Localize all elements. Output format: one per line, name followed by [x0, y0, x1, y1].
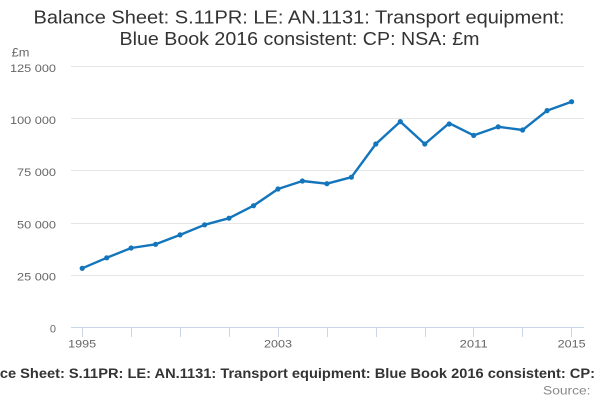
svg-text:Balance Sheet: S.11PR: LE: AN.: Balance Sheet: S.11PR: LE: AN.1131: Tran…	[0, 366, 600, 381]
svg-text:Balance Sheet: S.11PR: LE: AN.: Balance Sheet: S.11PR: LE: AN.1131: Tran…	[34, 8, 565, 28]
svg-text:2015: 2015	[558, 339, 586, 351]
svg-text:50 000: 50 000	[17, 219, 56, 231]
svg-text:25 000: 25 000	[17, 272, 56, 284]
svg-text:2011: 2011	[460, 339, 488, 351]
svg-text:0: 0	[50, 324, 56, 336]
svg-text:Blue Book 2016 consistent: CP:: Blue Book 2016 consistent: CP: NSA: £m	[120, 29, 480, 49]
svg-text:100 000: 100 000	[10, 115, 56, 127]
svg-text:£m: £m	[12, 46, 30, 60]
svg-text:Source:: Source:	[543, 384, 591, 398]
svg-text:1995: 1995	[68, 339, 96, 351]
svg-text:125 000: 125 000	[10, 63, 56, 75]
svg-text:75 000: 75 000	[17, 167, 56, 179]
svg-text:2003: 2003	[264, 339, 292, 351]
